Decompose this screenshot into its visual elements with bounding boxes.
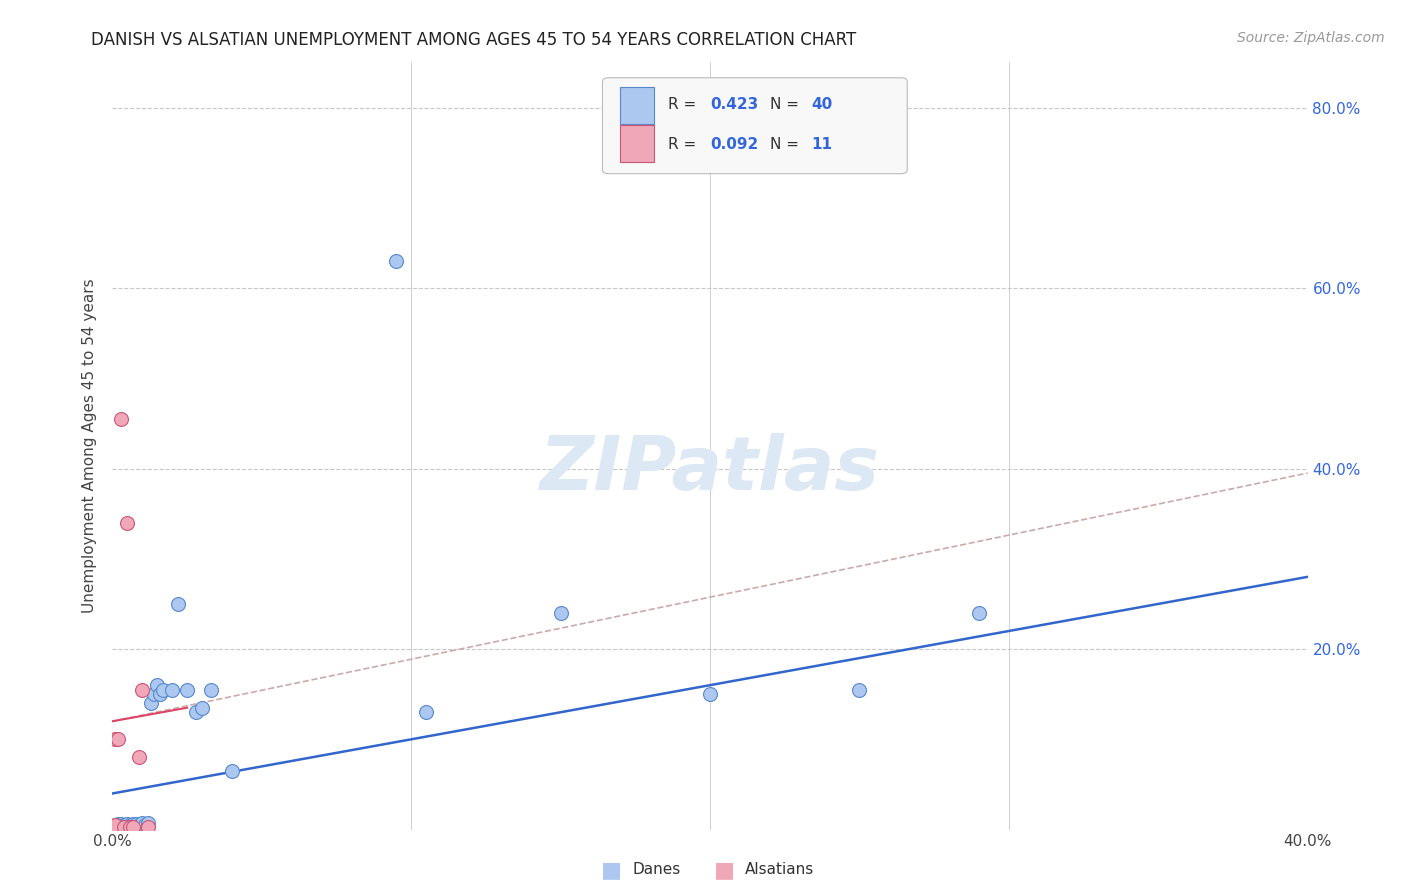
Point bbox=[699, 687, 721, 701]
Point bbox=[117, 516, 139, 530]
Point bbox=[110, 412, 132, 426]
FancyBboxPatch shape bbox=[603, 78, 907, 174]
Point bbox=[122, 817, 145, 831]
Point bbox=[131, 819, 153, 833]
Text: ■: ■ bbox=[714, 860, 734, 880]
Bar bbox=[620, 87, 654, 124]
Text: ■: ■ bbox=[602, 860, 621, 880]
Point bbox=[415, 705, 437, 719]
Text: Alsatians: Alsatians bbox=[745, 863, 814, 877]
Point bbox=[186, 705, 208, 719]
Point bbox=[167, 597, 190, 611]
Point bbox=[120, 820, 142, 834]
Text: Source: ZipAtlas.com: Source: ZipAtlas.com bbox=[1237, 31, 1385, 45]
Point bbox=[125, 819, 148, 833]
Point bbox=[117, 817, 139, 831]
Point bbox=[107, 732, 129, 747]
Point bbox=[110, 819, 132, 833]
Bar bbox=[620, 126, 654, 162]
Point bbox=[114, 820, 135, 834]
Point bbox=[125, 817, 148, 831]
Text: R =: R = bbox=[668, 137, 702, 152]
Point bbox=[120, 820, 142, 834]
Point bbox=[128, 750, 150, 764]
Point bbox=[141, 696, 163, 710]
Point bbox=[848, 682, 870, 697]
Text: 0.092: 0.092 bbox=[710, 137, 758, 152]
Point bbox=[117, 819, 139, 833]
Point bbox=[128, 818, 150, 832]
Point bbox=[176, 682, 198, 697]
Text: 0.423: 0.423 bbox=[710, 97, 758, 112]
Point bbox=[114, 820, 135, 834]
Point bbox=[104, 818, 127, 832]
Text: N =: N = bbox=[770, 97, 799, 112]
Point bbox=[550, 606, 572, 620]
Point bbox=[104, 818, 127, 832]
Point bbox=[122, 819, 145, 833]
Point bbox=[110, 817, 132, 831]
Text: 11: 11 bbox=[811, 137, 832, 152]
Text: N =: N = bbox=[770, 137, 799, 152]
Point bbox=[385, 254, 408, 268]
Point bbox=[143, 687, 166, 701]
Text: Danes: Danes bbox=[633, 863, 681, 877]
Point bbox=[131, 816, 153, 830]
Point bbox=[967, 606, 990, 620]
Point bbox=[107, 820, 129, 834]
Point bbox=[162, 682, 183, 697]
Text: 40: 40 bbox=[811, 97, 832, 112]
Point bbox=[191, 700, 214, 714]
Point bbox=[104, 820, 127, 834]
Point bbox=[131, 682, 153, 697]
Point bbox=[107, 817, 129, 831]
Point bbox=[200, 682, 222, 697]
Point bbox=[138, 816, 160, 830]
Point bbox=[138, 820, 160, 834]
Point bbox=[149, 687, 172, 701]
Text: R =: R = bbox=[668, 97, 702, 112]
Point bbox=[114, 818, 135, 832]
Point bbox=[122, 820, 145, 834]
Text: ZIPatlas: ZIPatlas bbox=[540, 433, 880, 506]
Point bbox=[146, 678, 169, 692]
Point bbox=[134, 818, 156, 832]
Text: DANISH VS ALSATIAN UNEMPLOYMENT AMONG AGES 45 TO 54 YEARS CORRELATION CHART: DANISH VS ALSATIAN UNEMPLOYMENT AMONG AG… bbox=[91, 31, 856, 49]
Point bbox=[120, 818, 142, 832]
Y-axis label: Unemployment Among Ages 45 to 54 years: Unemployment Among Ages 45 to 54 years bbox=[82, 278, 97, 614]
Point bbox=[221, 764, 243, 778]
Point bbox=[152, 682, 174, 697]
Point bbox=[104, 732, 127, 747]
Point bbox=[110, 820, 132, 834]
